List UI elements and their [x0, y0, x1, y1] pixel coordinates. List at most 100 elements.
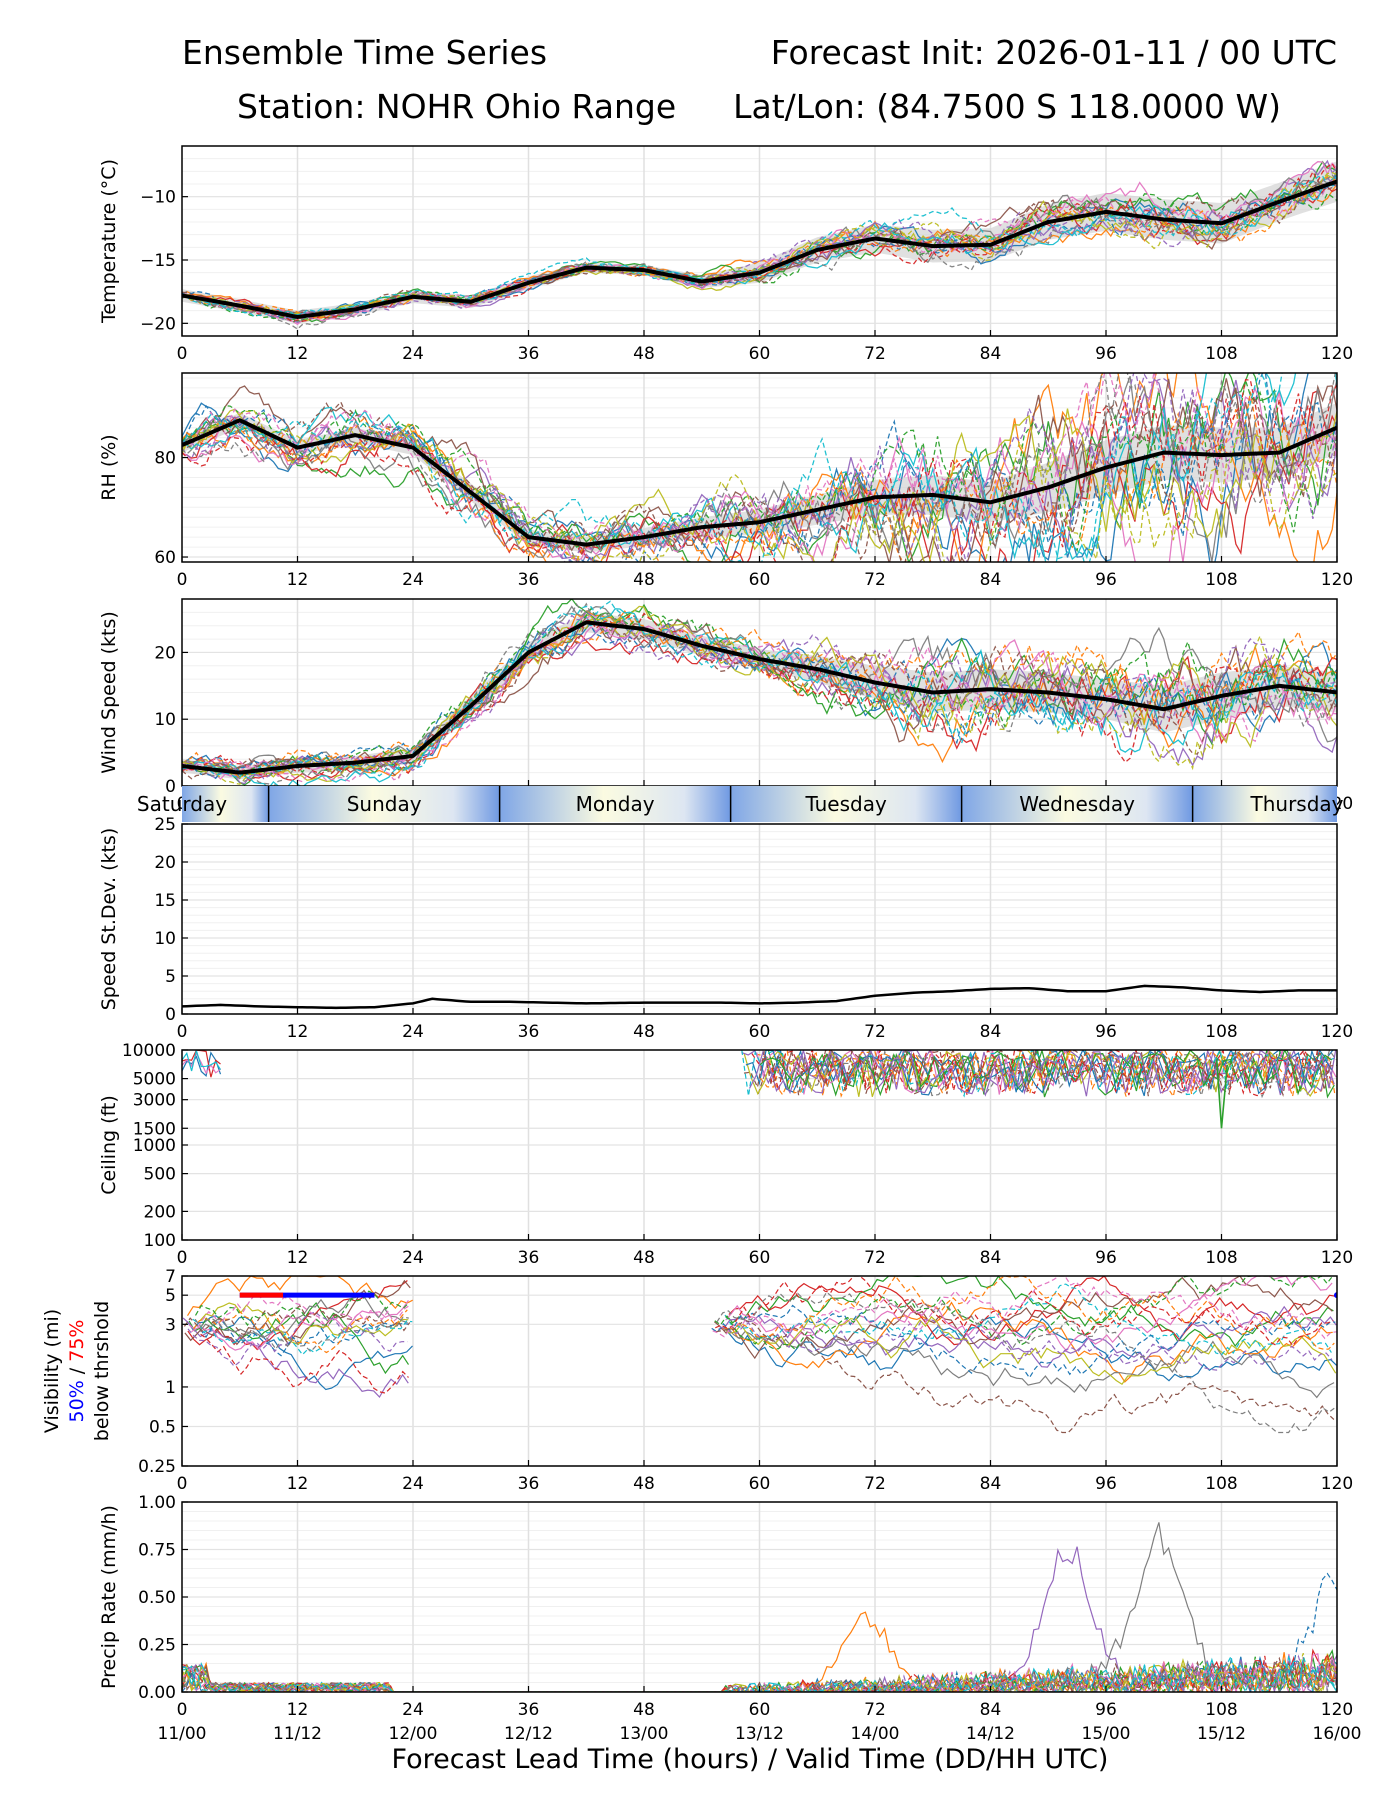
y-tick-label: 3000 — [133, 1091, 176, 1111]
ceiling-member-line — [758, 1050, 1333, 1097]
visibility-member-line — [191, 1293, 412, 1333]
y-tick-label: 80 — [154, 449, 176, 469]
x-tick-label: 72 — [864, 570, 886, 590]
x-tick-label: 0 — [177, 1700, 188, 1720]
visibility-member-line — [187, 1311, 408, 1368]
x-tick-label: 96 — [1095, 1248, 1117, 1268]
y-tick-label: 5000 — [133, 1070, 176, 1090]
x-tick-label: 60 — [749, 570, 771, 590]
visibility-member-line — [719, 1319, 1333, 1371]
x-tick-label: 96 — [1095, 1474, 1117, 1494]
member-line — [182, 192, 1337, 323]
x-tick-label: 120 — [1321, 1022, 1353, 1042]
x-tick-label: 60 — [749, 344, 771, 364]
valid-time-label: 11/12 — [273, 1724, 322, 1744]
member-line — [182, 605, 1337, 783]
member-line — [182, 373, 1337, 562]
member-line — [182, 380, 1337, 553]
precip-member-line — [182, 1656, 1337, 1692]
x-tick-label: 24 — [402, 1248, 424, 1268]
x-tick-label: 120 — [1321, 344, 1353, 364]
member-line — [182, 602, 1337, 786]
y-axis-label: RH (%) — [98, 434, 120, 500]
visibility-member-line — [182, 1317, 409, 1398]
x-tick-label: 96 — [1095, 570, 1117, 590]
member-line — [182, 378, 1337, 562]
y-tick-label: 5 — [165, 1286, 176, 1306]
x-tick-label: 48 — [633, 1248, 655, 1268]
day-label: Saturday — [137, 792, 227, 816]
panel-precip: 1.00 0.75 0.50 0.25 0.000 11/00 12 11/12 24 12/00… — [98, 1493, 1362, 1744]
x-tick-label: 60 — [749, 1248, 771, 1268]
visibility-member-line — [722, 1276, 1335, 1350]
member-line — [182, 373, 1337, 553]
visibility-member-line — [711, 1304, 1336, 1379]
visibility-member-line — [192, 1318, 413, 1356]
plot-area — [182, 599, 1337, 786]
x-tick-label: 48 — [633, 1474, 655, 1494]
precip-member-line — [182, 1654, 1337, 1692]
member-line — [182, 378, 1337, 562]
y-tick-label: 1000 — [133, 1136, 176, 1156]
x-tick-label: 84 — [980, 1248, 1002, 1268]
y-tick-label: 1500 — [133, 1119, 176, 1139]
valid-time-label: 14/12 — [966, 1724, 1015, 1744]
visibility-member-line — [718, 1305, 1337, 1368]
valid-time-label: 11/00 — [158, 1724, 207, 1744]
visibility-member-line — [712, 1276, 1337, 1340]
day-label: Thursday — [1250, 792, 1344, 816]
y-tick-label: 0.25 — [138, 1636, 176, 1656]
plot-area — [182, 1050, 1337, 1129]
x-tick-label: 12 — [287, 1248, 309, 1268]
x-tick-label: 24 — [402, 344, 424, 364]
day-segment — [1192, 786, 1337, 822]
x-tick-label: 24 — [402, 1022, 424, 1042]
panel-wind_speed: 2010001224364860728496108120Wind Speed (… — [98, 598, 1353, 814]
visibility-member-line — [724, 1283, 1332, 1356]
x-tick-label: 84 — [980, 570, 1002, 590]
y-tick-label: −10 — [140, 188, 176, 208]
visibility-member-line — [716, 1291, 1336, 1434]
x-axis-label: Forecast Lead Time (hours) / Valid Time … — [392, 1744, 1109, 1775]
x-tick-label: 108 — [1205, 1022, 1237, 1042]
plot-area — [182, 159, 1337, 330]
x-tick-label: 36 — [518, 1474, 540, 1494]
x-tick-label: 108 — [1205, 1700, 1237, 1720]
x-tick-label: 12 — [287, 1474, 309, 1494]
y-tick-label: 0.00 — [138, 1683, 176, 1703]
x-tick-label: 72 — [864, 1700, 886, 1720]
member-line — [182, 605, 1337, 775]
member-line — [182, 612, 1337, 777]
y-tick-label: −15 — [140, 251, 176, 271]
y-axis-label-threshold: 50% / 75% — [66, 1320, 88, 1423]
member-line — [182, 373, 1336, 562]
ensemble-mean-line — [182, 620, 1337, 775]
day-label: Sunday — [347, 792, 422, 816]
x-tick-label: 0 — [177, 344, 188, 364]
y-tick-label: 0.50 — [138, 1588, 176, 1608]
precip-member-line — [182, 1653, 1337, 1692]
x-tick-label: 48 — [633, 1022, 655, 1042]
plot-area — [182, 1276, 1337, 1434]
y-tick-label: −20 — [140, 314, 176, 334]
x-tick-label: 108 — [1205, 1248, 1237, 1268]
title-right: Forecast Init: 2026-01-11 / 00 UTC — [771, 33, 1337, 72]
day-segment — [499, 786, 731, 822]
ceiling-member-line — [182, 1050, 222, 1072]
y-tick-label: 60 — [154, 548, 176, 568]
x-tick-label: 120 — [1321, 570, 1353, 590]
day-segment — [730, 786, 962, 822]
latlon-label: Lat/Lon: (84.7500 S 118.0000 W) — [733, 87, 1281, 126]
x-tick-label: 12 — [287, 1022, 309, 1042]
x-tick-label: 120 — [1321, 1248, 1353, 1268]
x-tick-label: 36 — [518, 344, 540, 364]
member-line — [182, 181, 1337, 320]
x-tick-label: 48 — [633, 1700, 655, 1720]
member-line — [182, 174, 1337, 319]
y-tick-label: 200 — [144, 1202, 176, 1222]
x-tick-label: 108 — [1205, 1474, 1237, 1494]
member-line — [182, 391, 1337, 562]
visibility-member-line — [188, 1301, 410, 1375]
valid-time-label: 13/00 — [620, 1724, 669, 1744]
valid-time-label: 15/12 — [1197, 1724, 1246, 1744]
